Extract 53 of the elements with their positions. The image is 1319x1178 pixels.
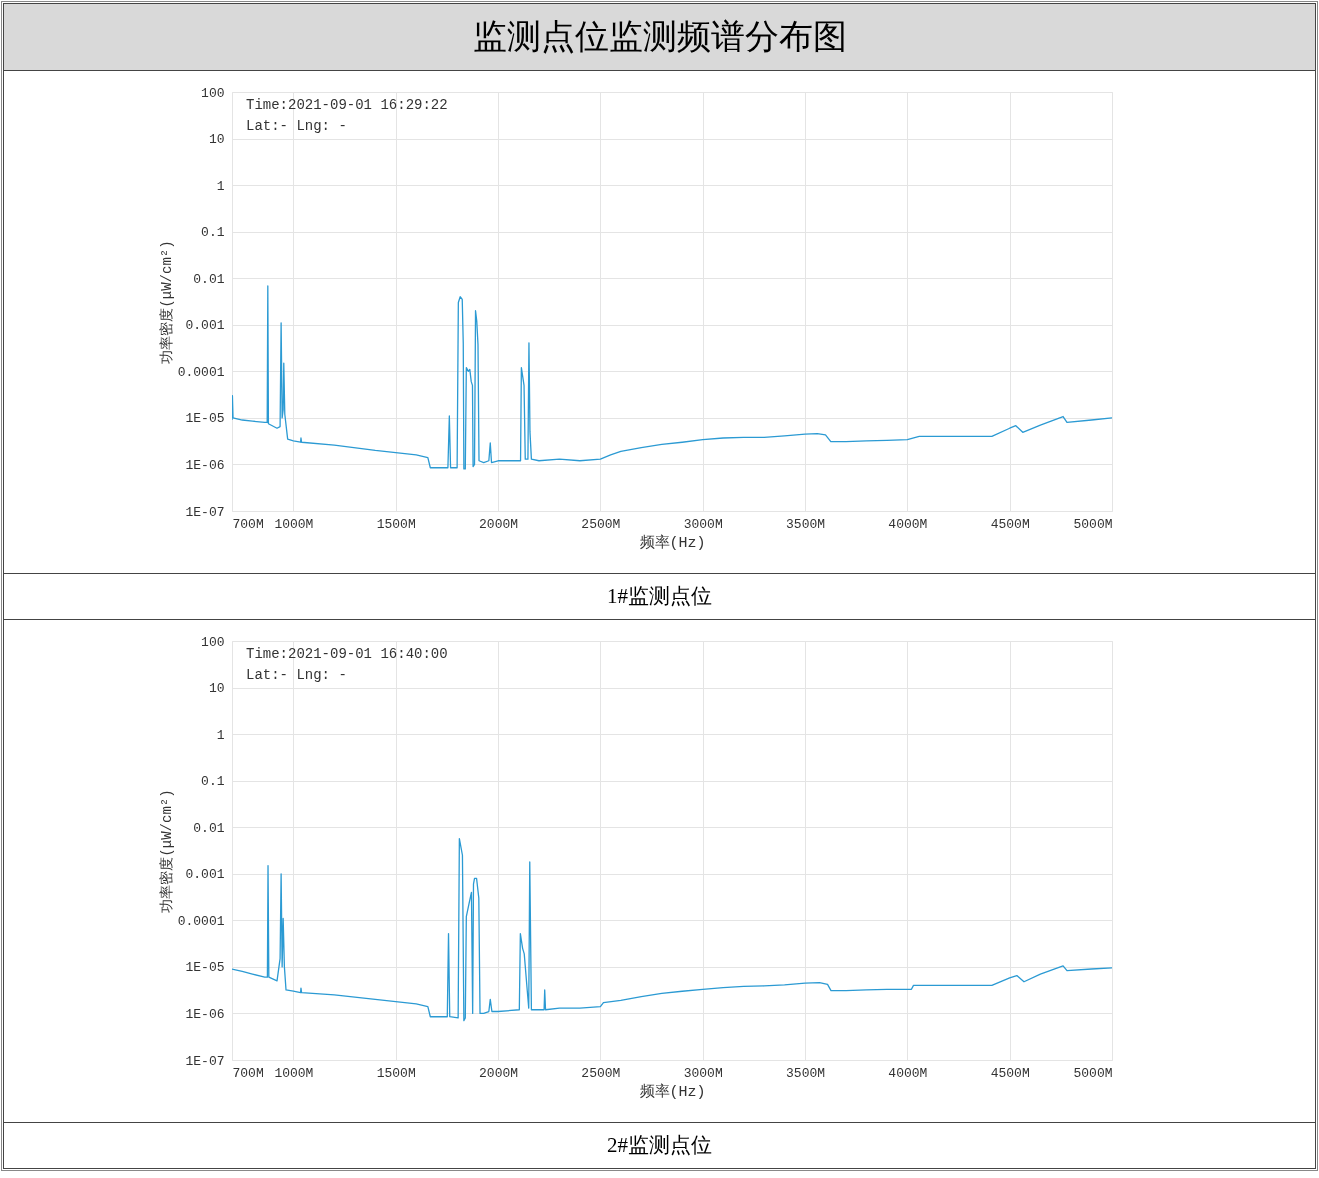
y-axis-title: 功率密度(μW/cm²): [158, 789, 175, 913]
y-tick-label: 100: [201, 85, 225, 101]
y-tick-label: 0.0001: [177, 913, 225, 929]
x-tick-label: 700M: [232, 516, 264, 532]
x-tick-label: 1000M: [274, 516, 314, 532]
y-tick-label: 1E-07: [185, 504, 225, 520]
y-tick-label: 1: [216, 727, 225, 743]
y-tick-label: 10: [208, 681, 225, 697]
y-tick-label: 1E-05: [185, 411, 225, 427]
x-tick-label: 4000M: [888, 1065, 928, 1081]
y-tick-label: 1: [216, 178, 225, 194]
annotation: Time:2021-09-01 16:40:00: [246, 646, 448, 662]
chart-title: 监测点位监测频谱分布图: [4, 4, 1315, 71]
text: 1#监测点位: [4, 574, 1315, 620]
x-tick-label: 5000M: [1073, 1065, 1113, 1081]
annotation: Time:2021-09-01 16:29:22: [246, 97, 448, 113]
x-tick-label: 1000M: [274, 1065, 314, 1081]
x-tick-label: 1500M: [376, 1065, 416, 1081]
x-tick-label: 4500M: [990, 1065, 1030, 1081]
annotation: Lat:- Lng: -: [246, 667, 347, 683]
y-tick-label: 1E-07: [185, 1053, 225, 1069]
y-tick-label: 0.1: [201, 774, 225, 790]
x-tick-label: 4000M: [888, 516, 928, 532]
y-tick-label: 0.01: [193, 820, 225, 836]
line-series: [232, 837, 1112, 1022]
x-tick-label: 2000M: [479, 1065, 519, 1081]
annotation: Lat:- Lng: -: [246, 118, 347, 134]
y-tick-label: 0.001: [185, 867, 225, 883]
line-series: [232, 285, 1112, 470]
x-tick-label: 2500M: [581, 516, 621, 532]
y-tick-label: 0.1: [201, 225, 225, 241]
y-tick-label: 100: [201, 634, 225, 650]
y-tick-label: 1E-05: [185, 960, 225, 976]
x-tick-label: 3500M: [786, 1065, 826, 1081]
y-tick-label: 0.001: [185, 318, 225, 334]
y-tick-label: 0.01: [193, 271, 225, 287]
x-tick-label: 2500M: [581, 1065, 621, 1081]
x-tick-label: 1500M: [376, 516, 416, 532]
text: 2#监测点位: [606, 1132, 713, 1159]
y-tick-label: 1E-06: [185, 1006, 225, 1022]
x-tick-label: 700M: [232, 1065, 264, 1081]
x-tick-label: 3000M: [683, 1065, 723, 1081]
y-axis-title: 功率密度(μW/cm²): [158, 240, 175, 364]
x-tick-label: 3000M: [683, 516, 723, 532]
y-tick-label: 1E-06: [185, 457, 225, 473]
x-axis-title: 频率(Hz): [639, 533, 706, 552]
x-tick-label: 3500M: [786, 516, 826, 532]
x-tick-label: 4500M: [990, 516, 1030, 532]
y-tick-label: 10: [208, 132, 225, 148]
x-tick-label: 5000M: [1073, 516, 1113, 532]
y-tick-label: 0.0001: [177, 364, 225, 380]
x-axis-title: 频率(Hz): [639, 1082, 706, 1101]
x-tick-label: 2000M: [479, 516, 519, 532]
